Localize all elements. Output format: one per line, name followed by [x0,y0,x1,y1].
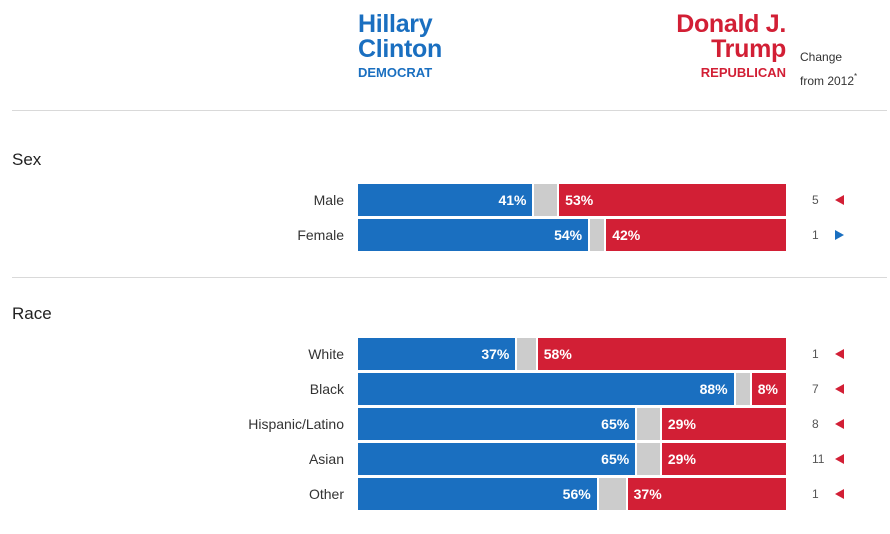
clinton-value-label: 65% [601,416,630,432]
clinton-value-label: 41% [498,192,527,208]
bar-segment-clinton [358,184,533,216]
bar-segment-other [534,184,558,216]
bar-segment-clinton [358,478,597,510]
clinton-value-label: 65% [601,451,630,467]
change-column-header: Change from 2012* [800,48,857,91]
change-value: 1 [812,347,819,361]
category-label: Female [297,227,344,243]
category-label: Other [308,486,344,502]
clinton-value-label: 37% [481,346,510,362]
category-label: Asian [308,451,344,467]
stacked-bar: 41% 53% [358,184,786,216]
trump-value-label: 58% [543,346,572,362]
section-title: Race [12,304,52,323]
bar-segment-clinton [358,408,636,440]
category-label: Male [313,192,344,208]
trump-name-line2: Trump [711,35,786,63]
trump-party: REPUBLICAN [700,65,786,80]
trump-value-label: 42% [612,227,641,243]
stacked-bar: 88% 8% [358,373,786,405]
triangle-left-icon [835,489,844,499]
bar-segment-trump [627,478,786,510]
triangle-left-icon [835,349,844,359]
bar-segment-clinton [358,373,734,405]
change-value: 5 [812,193,819,207]
trump-header: Donald J. Trump REPUBLICAN [676,10,786,80]
trump-value-label: 53% [565,192,594,208]
change-header-line1: Change [800,50,843,64]
clinton-header: Hillary Clinton DEMOCRAT [358,10,442,80]
triangle-left-icon [835,454,844,464]
triangle-left-icon [835,419,844,429]
trump-value-label: 29% [667,451,696,467]
bar-segment-other [590,219,605,251]
stacked-bar: 65% 29% [358,443,786,475]
section-title: Sex [12,150,42,169]
change-value: 1 [812,228,819,242]
bar-segment-trump [559,184,786,216]
stacked-bar: 54% 42% [358,219,786,251]
section-divider [12,110,887,111]
category-label: Black [309,381,344,397]
trump-value-label: 8% [757,381,778,397]
bar-segment-trump [661,443,786,475]
category-label: White [308,346,344,362]
bar-segment-other [735,373,750,405]
bar-segment-clinton [358,219,589,251]
change-value: 8 [812,417,819,431]
category-label: Hispanic/Latino [248,416,344,432]
clinton-value-label: 54% [554,227,583,243]
bar-segment-other [637,443,660,475]
stacked-bar: 37% 58% [358,338,786,370]
bar-segment-trump [537,338,786,370]
bar-segment-trump [606,219,786,251]
stacked-bar: 65% 29% [358,408,786,440]
bar-segment-other [517,338,536,370]
bar-segment-clinton [358,443,636,475]
clinton-name-line2: Clinton [358,35,442,63]
bar-segment-other [637,408,660,440]
footnote-marker: * [854,72,858,81]
clinton-value-label: 56% [562,486,591,502]
triangle-right-icon [835,230,844,240]
triangle-left-icon [835,384,844,394]
clinton-party: DEMOCRAT [358,65,433,80]
triangle-left-icon [835,195,844,205]
change-value: 1 [812,487,819,501]
change-value: 7 [812,382,819,396]
trump-value-label: 37% [633,486,662,502]
trump-name-line1: Donald J. [676,10,786,38]
trump-value-label: 29% [667,416,696,432]
bar-segment-trump [751,373,786,405]
change-value: 11 [812,452,825,466]
change-header-line2: from 2012 [800,74,855,88]
bar-segment-clinton [358,338,516,370]
section-divider [12,277,887,278]
clinton-name-line1: Hillary [358,10,433,38]
clinton-value-label: 88% [699,381,728,397]
bar-segment-trump [661,408,786,440]
bar-segment-other [598,478,626,510]
stacked-bar: 56% 37% [358,478,786,510]
